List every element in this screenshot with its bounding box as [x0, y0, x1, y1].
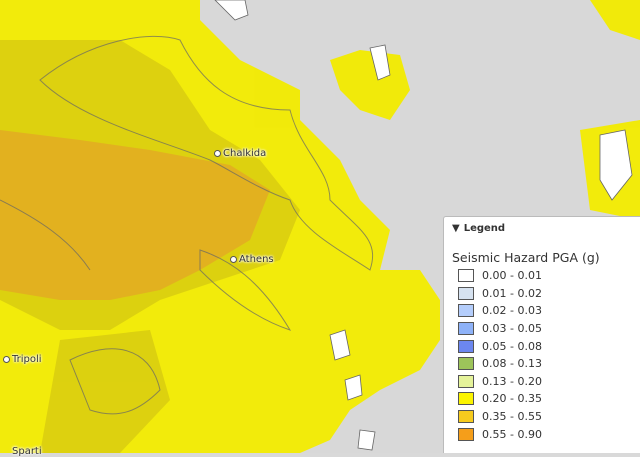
- legend-panel: ▼ Legend Seismic Hazard PGA (g) 0.00 - 0…: [443, 216, 640, 453]
- city-marker-icon: [3, 356, 10, 363]
- legend-swatch: [458, 322, 474, 336]
- legend-swatch: [458, 339, 474, 353]
- hazard-zone-orange: [0, 130, 270, 300]
- city-label-tripoli[interactable]: Tripoli: [3, 354, 42, 365]
- legend-item-label: 0.55 - 0.90: [482, 427, 542, 441]
- city-label-athens[interactable]: Athens: [230, 254, 274, 265]
- legend-item: 0.08 - 0.13: [452, 355, 632, 373]
- legend-item-label: 0.05 - 0.08: [482, 339, 542, 353]
- legend-swatch: [458, 357, 474, 371]
- legend-item: 0.02 - 0.03: [452, 302, 632, 320]
- legend-swatch: [458, 304, 474, 318]
- coastline: [0, 35, 374, 415]
- city-marker-icon: [214, 150, 221, 157]
- city-label-chalkida[interactable]: Chalkida: [214, 148, 266, 159]
- legend-item: 0.05 - 0.08: [452, 337, 632, 355]
- legend-item-label: 0.35 - 0.55: [482, 410, 542, 424]
- legend-item: 0.13 - 0.20: [452, 373, 632, 391]
- legend-swatch: [458, 392, 474, 406]
- islands: [214, 0, 633, 451]
- legend-swatch: [458, 269, 474, 283]
- legend-item-label: 0.13 - 0.20: [482, 374, 542, 388]
- legend-item: 0.35 - 0.55: [452, 408, 632, 426]
- legend-item: 0.00 - 0.01: [452, 267, 632, 285]
- legend-item: 0.01 - 0.02: [452, 285, 632, 303]
- legend-toggle[interactable]: ▼ Legend: [452, 223, 506, 234]
- legend-swatch: [458, 410, 474, 424]
- legend-swatch: [458, 427, 474, 441]
- legend-item-label: 0.20 - 0.35: [482, 392, 542, 406]
- legend-item-label: 0.02 - 0.03: [482, 304, 542, 318]
- legend-item-label: 0.03 - 0.05: [482, 322, 542, 336]
- city-label-sparti[interactable]: Sparti: [12, 446, 42, 457]
- legend-swatch: [458, 374, 474, 388]
- legend-item: 0.55 - 0.90: [452, 425, 632, 443]
- legend-item-label: 0.08 - 0.13: [482, 357, 542, 371]
- city-marker-icon: [230, 256, 237, 263]
- legend-item-label: 0.01 - 0.02: [482, 286, 542, 300]
- legend-swatch: [458, 286, 474, 300]
- legend-item-label: 0.00 - 0.01: [482, 269, 542, 283]
- legend-item: 0.20 - 0.35: [452, 390, 632, 408]
- legend-item: 0.03 - 0.05: [452, 320, 632, 338]
- legend-title: Seismic Hazard PGA (g): [452, 250, 600, 265]
- triangle-down-icon: ▼: [452, 223, 460, 234]
